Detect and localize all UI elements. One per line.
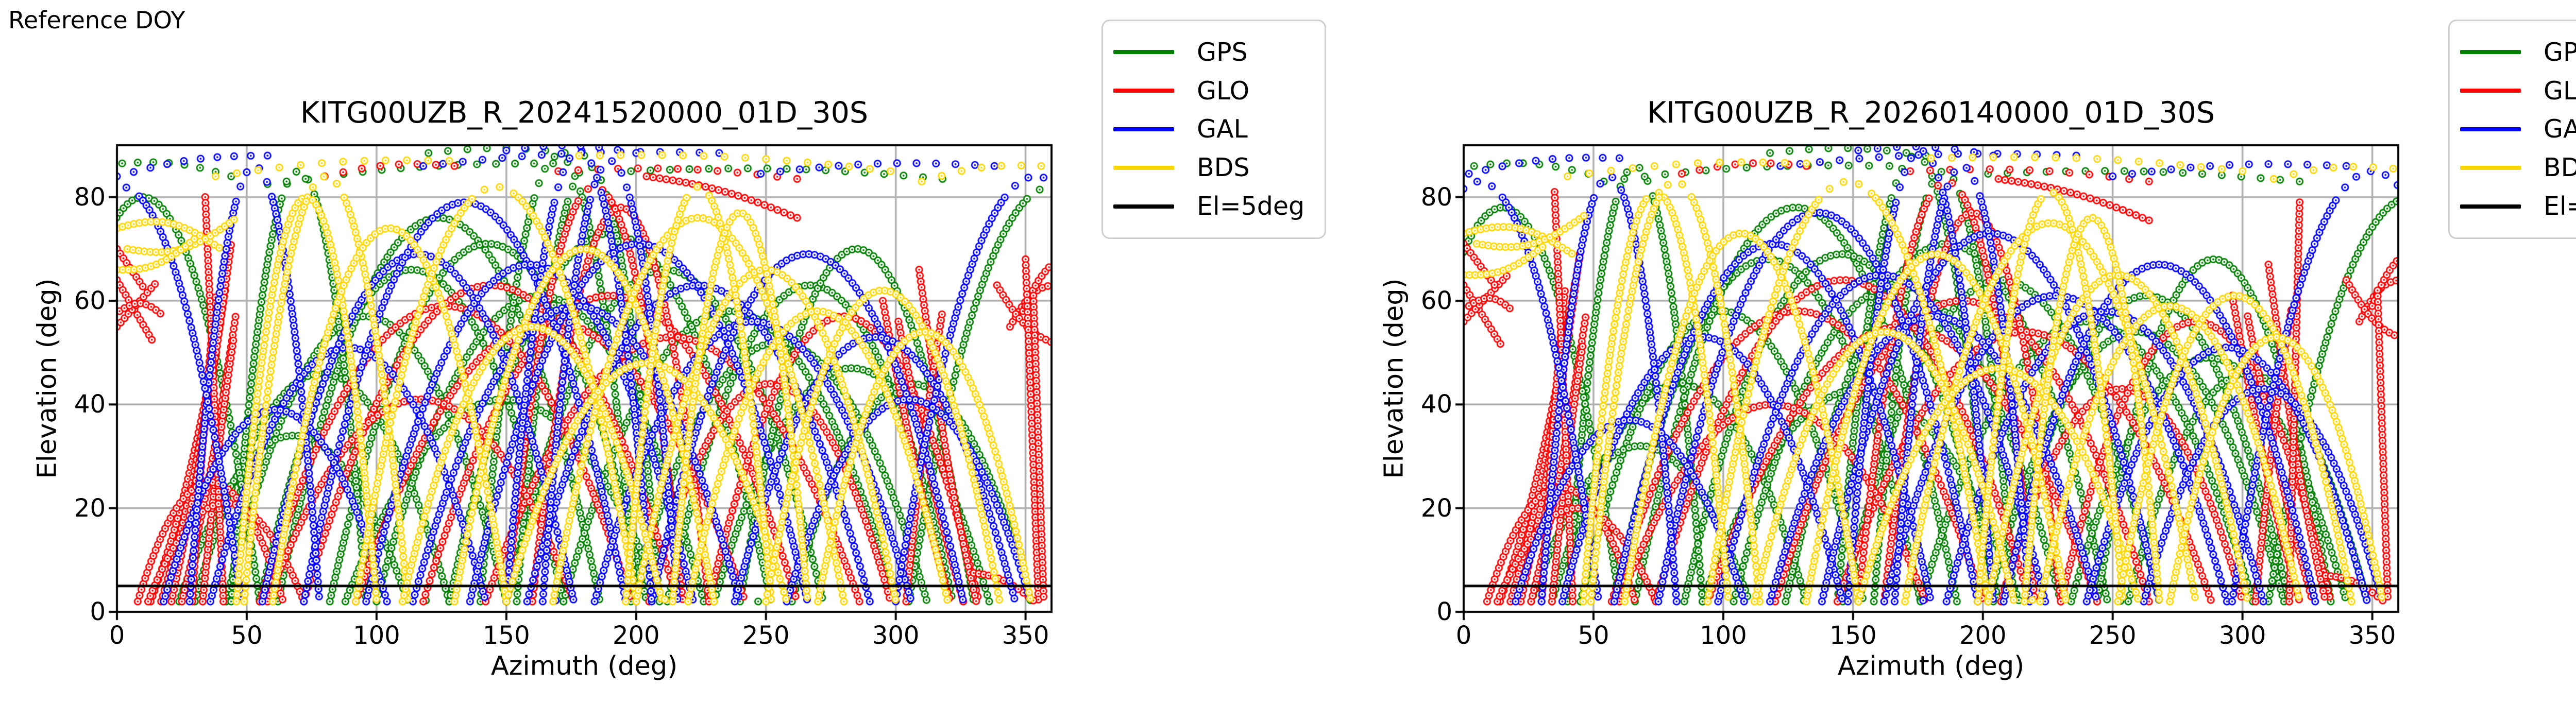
legend-label: El=5deg bbox=[2544, 192, 2576, 221]
legend-row-glo: GLO bbox=[1113, 78, 1325, 104]
legend-row-glo: GLO bbox=[2460, 78, 2576, 104]
x-tick-label: 150 bbox=[483, 621, 530, 650]
legend-label: GPS bbox=[2544, 37, 2576, 67]
legend-row-el-5deg: El=5deg bbox=[2460, 194, 2576, 219]
legend-row-bds: BDS bbox=[2460, 155, 2576, 180]
x-tick-label: 100 bbox=[1700, 621, 1747, 650]
panel-title-left: KITG00UZB_R_20241520000_01D_30S bbox=[300, 96, 869, 130]
x-tick-label: 50 bbox=[1578, 621, 1609, 650]
x-tick-label: 150 bbox=[1829, 621, 1877, 650]
legend-swatch-glo bbox=[2460, 89, 2521, 93]
legend-row-gps: GPS bbox=[1113, 40, 1325, 65]
x-tick-label: 0 bbox=[1455, 621, 1472, 650]
panel-title-right: KITG00UZB_R_20260140000_01D_30S bbox=[1647, 96, 2215, 130]
legend-swatch-glo bbox=[1113, 89, 1174, 93]
y-tick-label: 20 bbox=[74, 493, 106, 523]
x-tick-label: 300 bbox=[872, 621, 920, 650]
y-tick-label: 40 bbox=[1420, 390, 1452, 419]
x-tick-label: 200 bbox=[1959, 621, 2007, 650]
x-tick-label: 0 bbox=[109, 621, 125, 650]
legend-box-right: GPS GLO GAL BDS El=5deg bbox=[2448, 20, 2576, 239]
legend-swatch-el-5deg bbox=[2460, 204, 2521, 209]
legend-label: El=5deg bbox=[1197, 192, 1305, 221]
x-tick-label: 350 bbox=[2348, 621, 2396, 650]
legend-swatch-el-5deg bbox=[1113, 204, 1174, 209]
x-tick-label: 350 bbox=[1002, 621, 1049, 650]
y-tick-label: 80 bbox=[74, 182, 106, 212]
y-tick-label: 60 bbox=[1420, 286, 1452, 315]
x-tick-label: 300 bbox=[2218, 621, 2266, 650]
y-tick-label: 0 bbox=[1436, 597, 1452, 626]
legend-label: GLO bbox=[2544, 76, 2576, 106]
y-tick-label: 0 bbox=[90, 597, 106, 626]
legend-box-left: GPS GLO GAL BDS El=5deg bbox=[1101, 20, 1326, 239]
y-tick-label: 20 bbox=[1420, 493, 1452, 523]
plot-canvas-right bbox=[1448, 130, 2414, 627]
x-axis-label-left: Azimuth (deg) bbox=[490, 651, 678, 681]
legend-swatch-bds bbox=[1113, 165, 1174, 170]
legend-swatch-gal bbox=[1113, 127, 1174, 131]
legend-row-gal: GAL bbox=[1113, 116, 1325, 142]
y-tick-label: 80 bbox=[1420, 182, 1452, 212]
legend-label: BDS bbox=[1197, 153, 1250, 183]
reference-doy-label: Reference DOY bbox=[8, 6, 185, 34]
legend-row-el-5deg: El=5deg bbox=[1113, 194, 1325, 219]
x-tick-label: 100 bbox=[353, 621, 400, 650]
x-tick-label: 50 bbox=[231, 621, 263, 650]
x-tick-label: 200 bbox=[612, 621, 660, 650]
legend-swatch-bds bbox=[2460, 165, 2521, 170]
legend-swatch-gps bbox=[1113, 50, 1174, 55]
legend-row-gps: GPS bbox=[2460, 40, 2576, 65]
legend-row-bds: BDS bbox=[1113, 155, 1325, 180]
x-tick-label: 250 bbox=[2089, 621, 2137, 650]
legend-swatch-gps bbox=[2460, 50, 2521, 55]
legend-label: GLO bbox=[1197, 76, 1250, 106]
legend-swatch-gal bbox=[2460, 127, 2521, 131]
legend-label: BDS bbox=[2544, 153, 2576, 183]
legend-label: GAL bbox=[2544, 114, 2576, 144]
legend-row-gal: GAL bbox=[2460, 116, 2576, 142]
legend-label: GAL bbox=[1197, 114, 1248, 144]
plot-canvas-left bbox=[101, 130, 1067, 627]
legend-label: GPS bbox=[1197, 37, 1248, 67]
y-tick-label: 40 bbox=[74, 390, 106, 419]
x-axis-label-right: Azimuth (deg) bbox=[1837, 651, 2025, 681]
x-tick-label: 250 bbox=[742, 621, 790, 650]
y-tick-label: 60 bbox=[74, 286, 106, 315]
